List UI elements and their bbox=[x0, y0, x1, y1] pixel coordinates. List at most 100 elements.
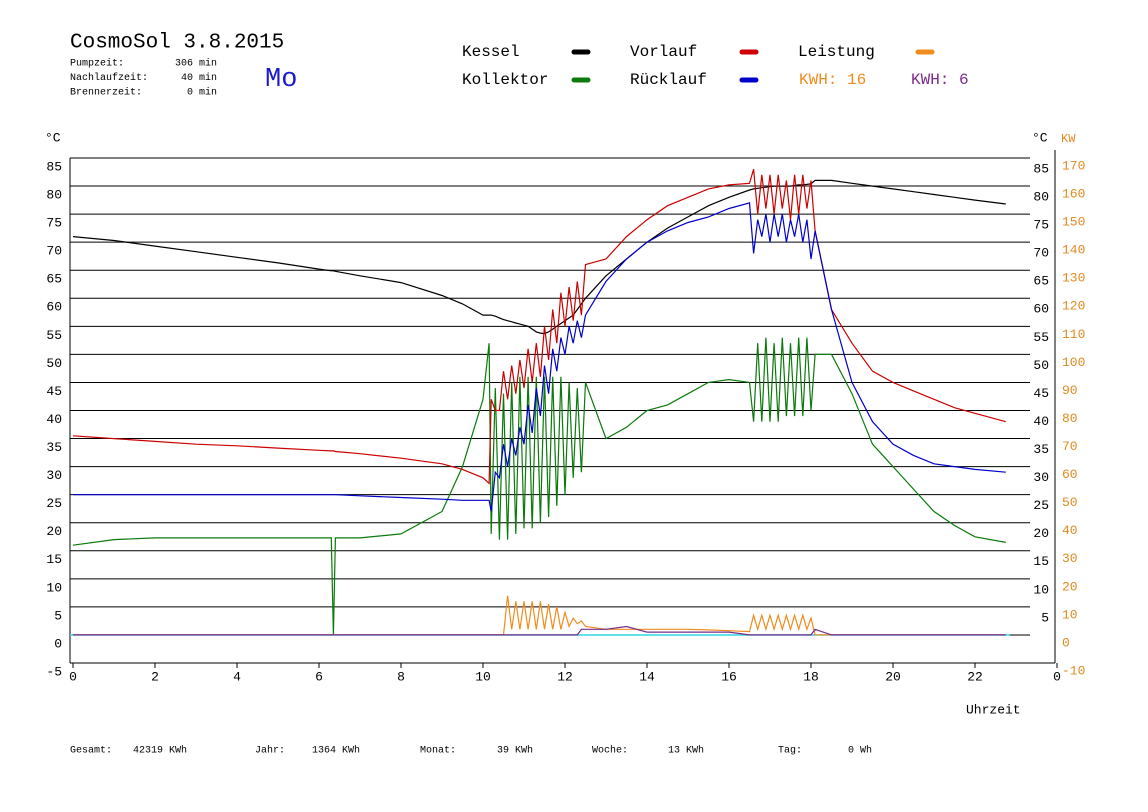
series-line bbox=[72, 337, 1006, 635]
footer-value: 13 KWh bbox=[668, 745, 704, 757]
y-tick-label: 40 bbox=[46, 412, 62, 427]
y2-tick-label: 100 bbox=[1062, 355, 1085, 370]
y-tick-label: 25 bbox=[46, 496, 62, 511]
y2-tick-label: 0 bbox=[1062, 635, 1070, 650]
y-tick-label: 85 bbox=[46, 159, 62, 174]
legend-label: Leistung bbox=[798, 43, 875, 61]
info-label: Brennerzeit: bbox=[70, 87, 142, 99]
y-tick-label: 45 bbox=[46, 384, 62, 399]
footer-value: 42319 KWh bbox=[133, 745, 187, 757]
series-line bbox=[72, 169, 1006, 485]
y-tick-label: -5 bbox=[46, 664, 62, 679]
footer-label: Jahr: bbox=[255, 745, 285, 757]
y-tick-label: 80 bbox=[46, 187, 62, 202]
y2-tick-label: 30 bbox=[1062, 551, 1078, 566]
y-tick-label: 5 bbox=[54, 608, 62, 623]
x-tick-label: 14 bbox=[639, 669, 655, 684]
y-right-tick-label: 15 bbox=[1033, 554, 1049, 569]
y-right-tick-label: 55 bbox=[1033, 330, 1049, 345]
y-axis-label-right: °C bbox=[1032, 130, 1048, 145]
y-right-tick-label: 10 bbox=[1033, 582, 1049, 597]
y2-tick-label: -10 bbox=[1062, 663, 1085, 678]
y-tick-label: 55 bbox=[46, 328, 62, 343]
y2-tick-label: 60 bbox=[1062, 467, 1078, 482]
series-line bbox=[73, 625, 1006, 636]
y2-tick-label: 20 bbox=[1062, 579, 1078, 594]
y-right-tick-label: 50 bbox=[1033, 358, 1049, 373]
legend-label: Kollektor bbox=[462, 71, 548, 89]
y-right-tick-label: 30 bbox=[1033, 470, 1049, 485]
x-tick-label: 2 bbox=[151, 669, 159, 684]
legend-label: Vorlauf bbox=[630, 43, 697, 61]
x-tick-label: 0 bbox=[1053, 669, 1061, 684]
x-tick-label: 12 bbox=[557, 669, 573, 684]
footer-label: Gesamt: bbox=[70, 746, 112, 757]
y-right-tick-label: 45 bbox=[1033, 386, 1049, 401]
x-axis-label: Uhrzeit bbox=[966, 702, 1021, 717]
y-right-tick-label: 20 bbox=[1033, 526, 1049, 541]
y-right-tick-label: 85 bbox=[1033, 161, 1049, 176]
x-tick-label: 4 bbox=[233, 669, 241, 684]
x-tick-label: 0 bbox=[69, 669, 77, 684]
y2-tick-label: 10 bbox=[1062, 607, 1078, 622]
y-tick-label: 20 bbox=[46, 524, 62, 539]
weekday: Mo bbox=[265, 65, 297, 95]
y-right-tick-label: 60 bbox=[1033, 302, 1049, 317]
y-right-tick-label: 25 bbox=[1033, 498, 1049, 513]
info-value: 0 min bbox=[187, 87, 217, 99]
y2-tick-label: 90 bbox=[1062, 383, 1078, 398]
info-label: Pumpzeit: bbox=[70, 58, 124, 70]
footer-value: 1364 KWh bbox=[312, 745, 360, 757]
info-label: Nachlaufzeit: bbox=[70, 72, 148, 84]
info-value: 40 min bbox=[181, 72, 217, 84]
y2-tick-label: 80 bbox=[1062, 411, 1078, 426]
y-tick-label: 65 bbox=[46, 272, 62, 287]
x-tick-label: 20 bbox=[885, 669, 901, 684]
y-right-tick-label: 65 bbox=[1033, 274, 1049, 289]
x-tick-label: 10 bbox=[475, 669, 491, 684]
footer-value: 39 KWh bbox=[497, 745, 533, 757]
y2-tick-label: 150 bbox=[1062, 215, 1085, 230]
footer-label: Monat: bbox=[420, 746, 456, 757]
y2-tick-label: 110 bbox=[1062, 327, 1085, 342]
y2-tick-label: 40 bbox=[1062, 523, 1078, 538]
footer-label: Woche: bbox=[592, 745, 628, 757]
chart-title: CosmoSol 3.8.2015 bbox=[70, 32, 284, 55]
y-right-tick-label: 80 bbox=[1033, 189, 1049, 204]
y2-axis-label: KW bbox=[1061, 132, 1076, 146]
kwh-label: KWH: 6 bbox=[911, 71, 969, 89]
legend-label: Rücklauf bbox=[630, 71, 707, 89]
footer-label: Tag: bbox=[778, 746, 802, 757]
x-tick-label: 16 bbox=[721, 669, 737, 684]
series-line bbox=[73, 595, 1006, 636]
y-tick-label: 75 bbox=[46, 216, 62, 231]
y-right-tick-label: 5 bbox=[1041, 610, 1049, 625]
series-line bbox=[72, 179, 1006, 335]
x-tick-label: 8 bbox=[397, 669, 405, 684]
y-tick-label: 15 bbox=[46, 552, 62, 567]
x-tick-label: 6 bbox=[315, 669, 323, 684]
y-tick-label: 30 bbox=[46, 468, 62, 483]
y-right-tick-label: 40 bbox=[1033, 414, 1049, 429]
y-axis-label: °C bbox=[45, 130, 61, 145]
x-tick-label: 18 bbox=[803, 669, 819, 684]
legend-label: Kessel bbox=[462, 43, 520, 61]
footer-value: 0 Wh bbox=[848, 745, 872, 757]
y-tick-label: 10 bbox=[46, 580, 62, 595]
y-tick-label: 50 bbox=[46, 356, 62, 371]
y2-tick-label: 170 bbox=[1062, 158, 1085, 173]
info-value: 306 min bbox=[175, 58, 217, 70]
y-tick-label: 35 bbox=[46, 440, 62, 455]
y-tick-label: 70 bbox=[46, 244, 62, 259]
y-right-tick-label: 35 bbox=[1033, 442, 1049, 457]
y-right-tick-label: 70 bbox=[1033, 246, 1049, 261]
x-tick-label: 22 bbox=[967, 669, 983, 684]
y-tick-label: 60 bbox=[46, 300, 62, 315]
y2-tick-label: 120 bbox=[1062, 299, 1085, 314]
kwh-label: KWH: 16 bbox=[799, 71, 866, 89]
y2-tick-label: 140 bbox=[1062, 243, 1085, 258]
y2-tick-label: 70 bbox=[1062, 439, 1078, 454]
y2-tick-label: 160 bbox=[1062, 186, 1085, 201]
y2-tick-label: 130 bbox=[1062, 271, 1085, 286]
